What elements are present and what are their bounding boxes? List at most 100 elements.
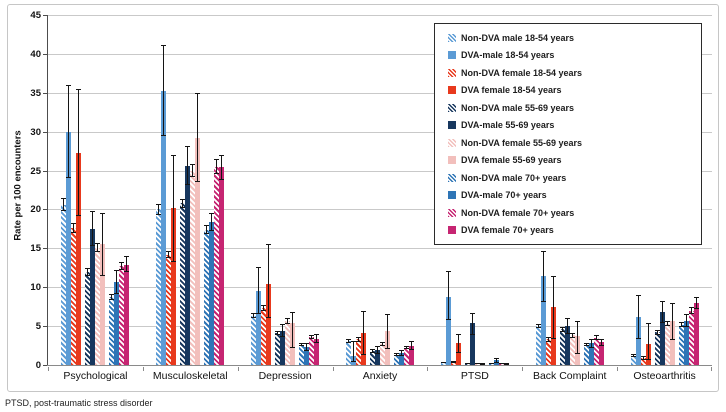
bar-cell bbox=[374, 16, 380, 365]
error-bar-line bbox=[116, 270, 118, 295]
bar bbox=[355, 339, 361, 365]
bar-cell bbox=[369, 16, 375, 365]
error-bar-cap-top bbox=[345, 338, 351, 340]
error-bar-cap-bottom bbox=[440, 362, 446, 364]
bar-cell bbox=[161, 16, 167, 365]
legend-swatch-icon bbox=[448, 51, 456, 60]
error-bar-cap-bottom bbox=[678, 325, 684, 327]
error-bar-cap-bottom bbox=[493, 361, 499, 363]
bar-group-anxiety bbox=[333, 16, 428, 365]
y-tick-label-5: 5 bbox=[35, 321, 41, 333]
y-tick-label-25: 25 bbox=[30, 165, 41, 177]
error-bar-cap-top bbox=[683, 314, 689, 316]
error-bar-cap-top bbox=[350, 340, 356, 342]
bar-cell bbox=[493, 16, 499, 365]
y-tick-10 bbox=[43, 287, 47, 289]
bar bbox=[630, 355, 636, 365]
error-bar-cap-bottom bbox=[251, 317, 257, 319]
error-bar-cap-bottom bbox=[469, 333, 475, 335]
error-bar-line bbox=[258, 267, 260, 315]
error-bar-cap-top bbox=[100, 213, 106, 215]
error-bar-line bbox=[647, 323, 649, 361]
gridline-25 bbox=[48, 170, 712, 172]
error-bar-cap-top bbox=[214, 158, 220, 160]
bar bbox=[76, 152, 82, 365]
error-bar-cap-bottom bbox=[90, 245, 96, 246]
bar-cell bbox=[256, 16, 262, 365]
error-bar bbox=[640, 356, 646, 360]
error-bar-cap-bottom bbox=[588, 346, 594, 348]
error-bar-line bbox=[263, 305, 265, 312]
error-bar-cap-bottom bbox=[190, 175, 196, 177]
bar-cell bbox=[403, 16, 409, 365]
error-bar bbox=[384, 313, 390, 349]
error-bar-cap-bottom bbox=[355, 340, 361, 342]
bar-cell bbox=[261, 16, 267, 365]
error-bar-line bbox=[163, 45, 165, 137]
x-tick-0 bbox=[48, 367, 49, 371]
error-bar bbox=[630, 354, 636, 358]
y-tick-5 bbox=[43, 326, 47, 328]
bar-cell bbox=[564, 16, 570, 365]
y-tick-label-30: 30 bbox=[30, 126, 41, 138]
error-bar-line bbox=[547, 337, 549, 342]
error-bar-line bbox=[552, 275, 554, 340]
plot-area: 0 5 10 15 20 25 30 35 40 45 Psychological Musculosk… bbox=[30, 11, 712, 382]
error-bar-cap-bottom bbox=[180, 206, 186, 208]
error-bar-cap-bottom bbox=[564, 332, 570, 334]
bar-cell bbox=[360, 16, 366, 365]
error-bar-cap-top bbox=[195, 92, 201, 94]
error-bar bbox=[564, 318, 570, 334]
error-bar-cap-top bbox=[114, 270, 120, 272]
error-bar-line bbox=[457, 333, 459, 353]
error-bar bbox=[180, 198, 186, 208]
error-bar-cap-bottom bbox=[374, 353, 380, 355]
error-bar-cap-bottom bbox=[261, 310, 267, 312]
bar bbox=[498, 364, 504, 365]
error-bar-cap-bottom bbox=[280, 336, 286, 337]
error-bar-cap-top bbox=[678, 322, 684, 324]
error-bar-line bbox=[192, 164, 194, 177]
bar bbox=[683, 320, 689, 365]
error-bar-cap-bottom bbox=[630, 356, 636, 358]
bar-cell bbox=[474, 16, 480, 365]
error-bar-cap-top bbox=[493, 358, 499, 360]
error-bar-cap-bottom bbox=[379, 345, 385, 347]
bar-group-psychological bbox=[48, 16, 143, 365]
error-bar-cap-bottom bbox=[161, 135, 167, 137]
legend-label: DVA-male 18-54 years bbox=[461, 50, 555, 61]
legend-item-0: Non-DVA male 18-54 years bbox=[448, 33, 695, 43]
bar-cell bbox=[550, 16, 556, 365]
legend-label: Non-DVA female 18-54 years bbox=[461, 67, 583, 78]
error-bar bbox=[688, 306, 694, 314]
error-bar-line bbox=[126, 256, 128, 273]
error-bar-cap-bottom bbox=[393, 355, 399, 357]
bar-cell bbox=[71, 16, 77, 365]
error-bar bbox=[280, 323, 286, 337]
bar bbox=[190, 170, 196, 365]
legend-swatch-icon bbox=[448, 68, 456, 77]
legend-swatch-icon bbox=[448, 225, 456, 234]
bar bbox=[185, 165, 191, 365]
error-bar-cap-top bbox=[635, 295, 641, 297]
error-bar-cap-top bbox=[403, 345, 409, 347]
bar bbox=[251, 316, 257, 365]
bar-cell bbox=[588, 16, 594, 365]
error-bar-cap-bottom bbox=[445, 318, 451, 320]
error-bar-cap-top bbox=[209, 212, 215, 214]
error-bar-cap-bottom bbox=[683, 325, 689, 327]
error-bar-cap-bottom bbox=[408, 349, 414, 351]
error-bar-cap-top bbox=[393, 353, 399, 355]
error-bar bbox=[345, 338, 351, 344]
gridline-20 bbox=[48, 209, 712, 211]
x-tick-5 bbox=[522, 367, 523, 371]
error-bar-line bbox=[73, 223, 75, 233]
error-bar bbox=[664, 320, 670, 327]
legend-label: Non-DVA male 55-69 years bbox=[461, 102, 575, 113]
y-tick-label-10: 10 bbox=[30, 282, 41, 294]
chart-footnote: PTSD, post-traumatic stress disorder bbox=[5, 398, 153, 408]
bar-cell bbox=[275, 16, 281, 365]
legend-item-10: Non-DVA female 70+ years bbox=[448, 208, 695, 218]
error-bar-line bbox=[671, 302, 673, 341]
error-bar-cap-top bbox=[479, 363, 485, 365]
